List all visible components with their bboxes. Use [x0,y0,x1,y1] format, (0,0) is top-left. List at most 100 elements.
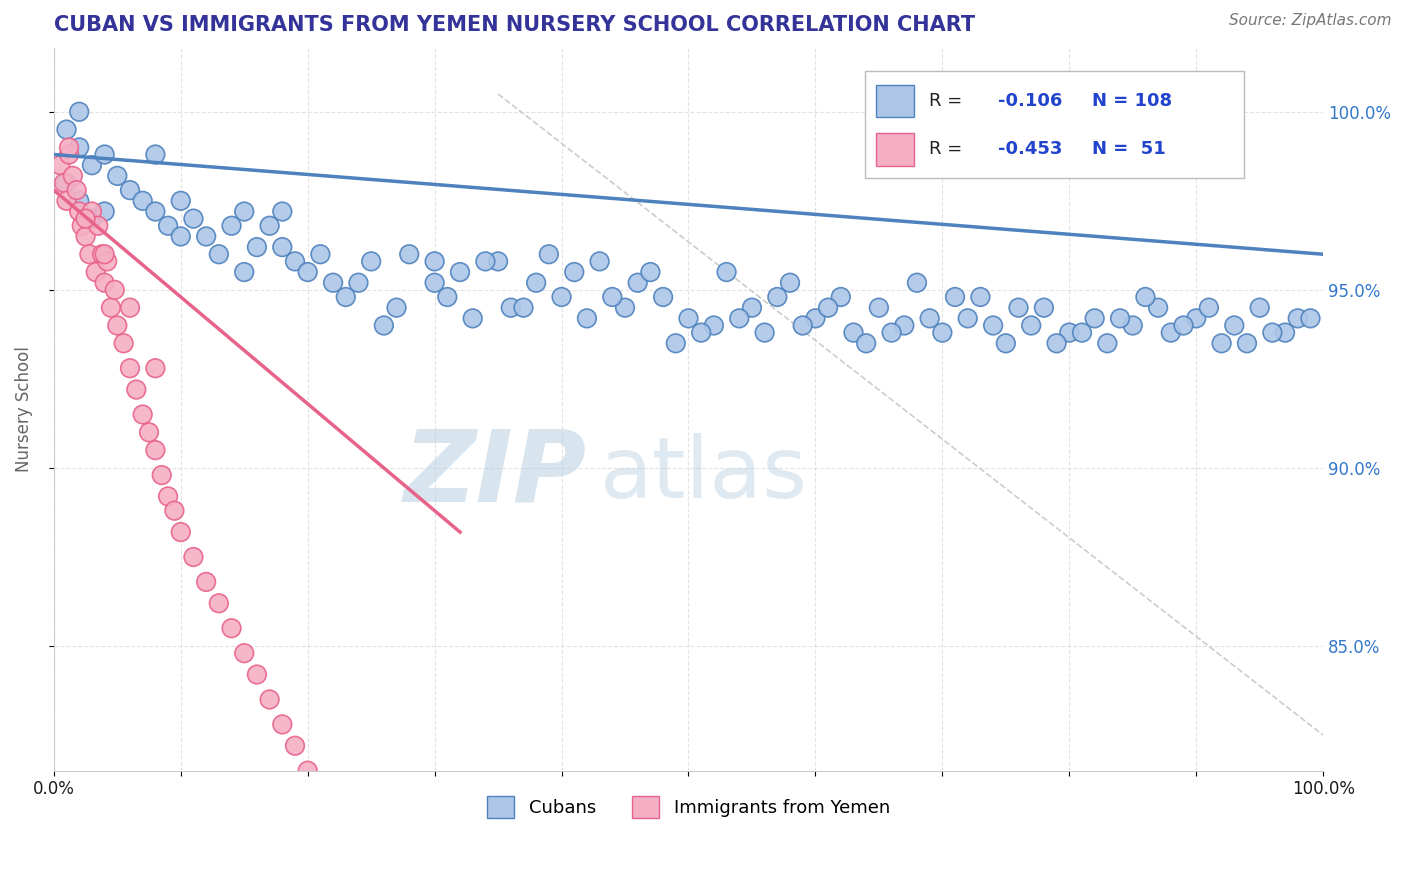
Point [55,122,77,136]
Point [84,265,107,279]
Point [80,158,103,172]
Point [1160,326,1182,340]
Text: N =  51: N = 51 [1092,141,1166,159]
Point [271,204,294,219]
Point [627,276,650,290]
Point [100,301,122,315]
Point [105,169,128,183]
Point [1249,301,1271,315]
Point [67,104,90,119]
Point [817,301,839,315]
Point [690,326,713,340]
Point [1097,336,1119,351]
Point [53,176,76,190]
Point [499,301,522,315]
Point [1173,318,1195,333]
Point [58,147,80,161]
Point [170,194,193,208]
Point [347,276,370,290]
Point [1261,326,1284,340]
Point [93,204,115,219]
Point [118,301,141,315]
Legend: Cubans, Immigrants from Yemen: Cubans, Immigrants from Yemen [478,787,898,827]
Point [1007,301,1029,315]
Text: CUBAN VS IMMIGRANTS FROM YEMEN NURSERY SCHOOL CORRELATION CHART: CUBAN VS IMMIGRANTS FROM YEMEN NURSERY S… [53,15,974,35]
Text: -0.453: -0.453 [998,141,1062,159]
Point [373,318,395,333]
Point [79,247,101,261]
Point [602,290,624,304]
Point [703,318,725,333]
Point [70,219,93,233]
Point [880,326,903,340]
Point [208,596,231,610]
Point [335,290,357,304]
Point [67,140,90,154]
Point [66,183,89,197]
FancyBboxPatch shape [876,86,914,118]
Point [385,881,408,892]
Point [1122,318,1144,333]
Point [105,318,128,333]
Point [588,254,610,268]
Point [233,265,256,279]
Point [125,383,148,397]
Point [75,211,97,226]
Point [67,194,90,208]
Point [93,276,115,290]
Text: atlas: atlas [599,433,807,516]
Point [956,311,979,326]
Point [157,219,180,233]
Point [163,504,186,518]
Point [55,194,77,208]
Point [157,490,180,504]
FancyBboxPatch shape [876,134,914,166]
Point [716,265,738,279]
Point [284,254,307,268]
Point [75,229,97,244]
Point [297,764,319,778]
Point [118,183,141,197]
Point [1019,318,1042,333]
Point [1032,301,1054,315]
Point [423,276,446,290]
Point [905,276,928,290]
Point [436,290,458,304]
Point [524,276,547,290]
Point [145,147,167,161]
Point [131,408,153,422]
Point [665,336,688,351]
Point [322,810,344,824]
Text: N = 108: N = 108 [1092,93,1173,111]
Point [640,265,662,279]
Point [614,301,637,315]
Point [55,176,77,190]
Point [150,468,173,483]
Point [562,265,585,279]
Point [297,265,319,279]
Point [754,326,776,340]
Point [170,229,193,244]
Point [423,254,446,268]
Text: Source: ZipAtlas.com: Source: ZipAtlas.com [1229,13,1392,29]
Point [1084,311,1107,326]
Text: -0.106: -0.106 [998,93,1062,111]
Text: R =: R = [929,141,969,159]
Point [994,336,1017,351]
Point [271,717,294,731]
Point [322,276,344,290]
Point [170,524,193,539]
Point [58,140,80,154]
Point [335,835,357,849]
Point [550,290,572,304]
Point [112,336,135,351]
Point [221,621,243,635]
FancyBboxPatch shape [865,71,1244,178]
Point [195,574,218,589]
Point [1236,336,1258,351]
Point [208,247,231,261]
Point [1185,311,1208,326]
Point [62,169,84,183]
Point [259,219,281,233]
Point [183,211,205,226]
